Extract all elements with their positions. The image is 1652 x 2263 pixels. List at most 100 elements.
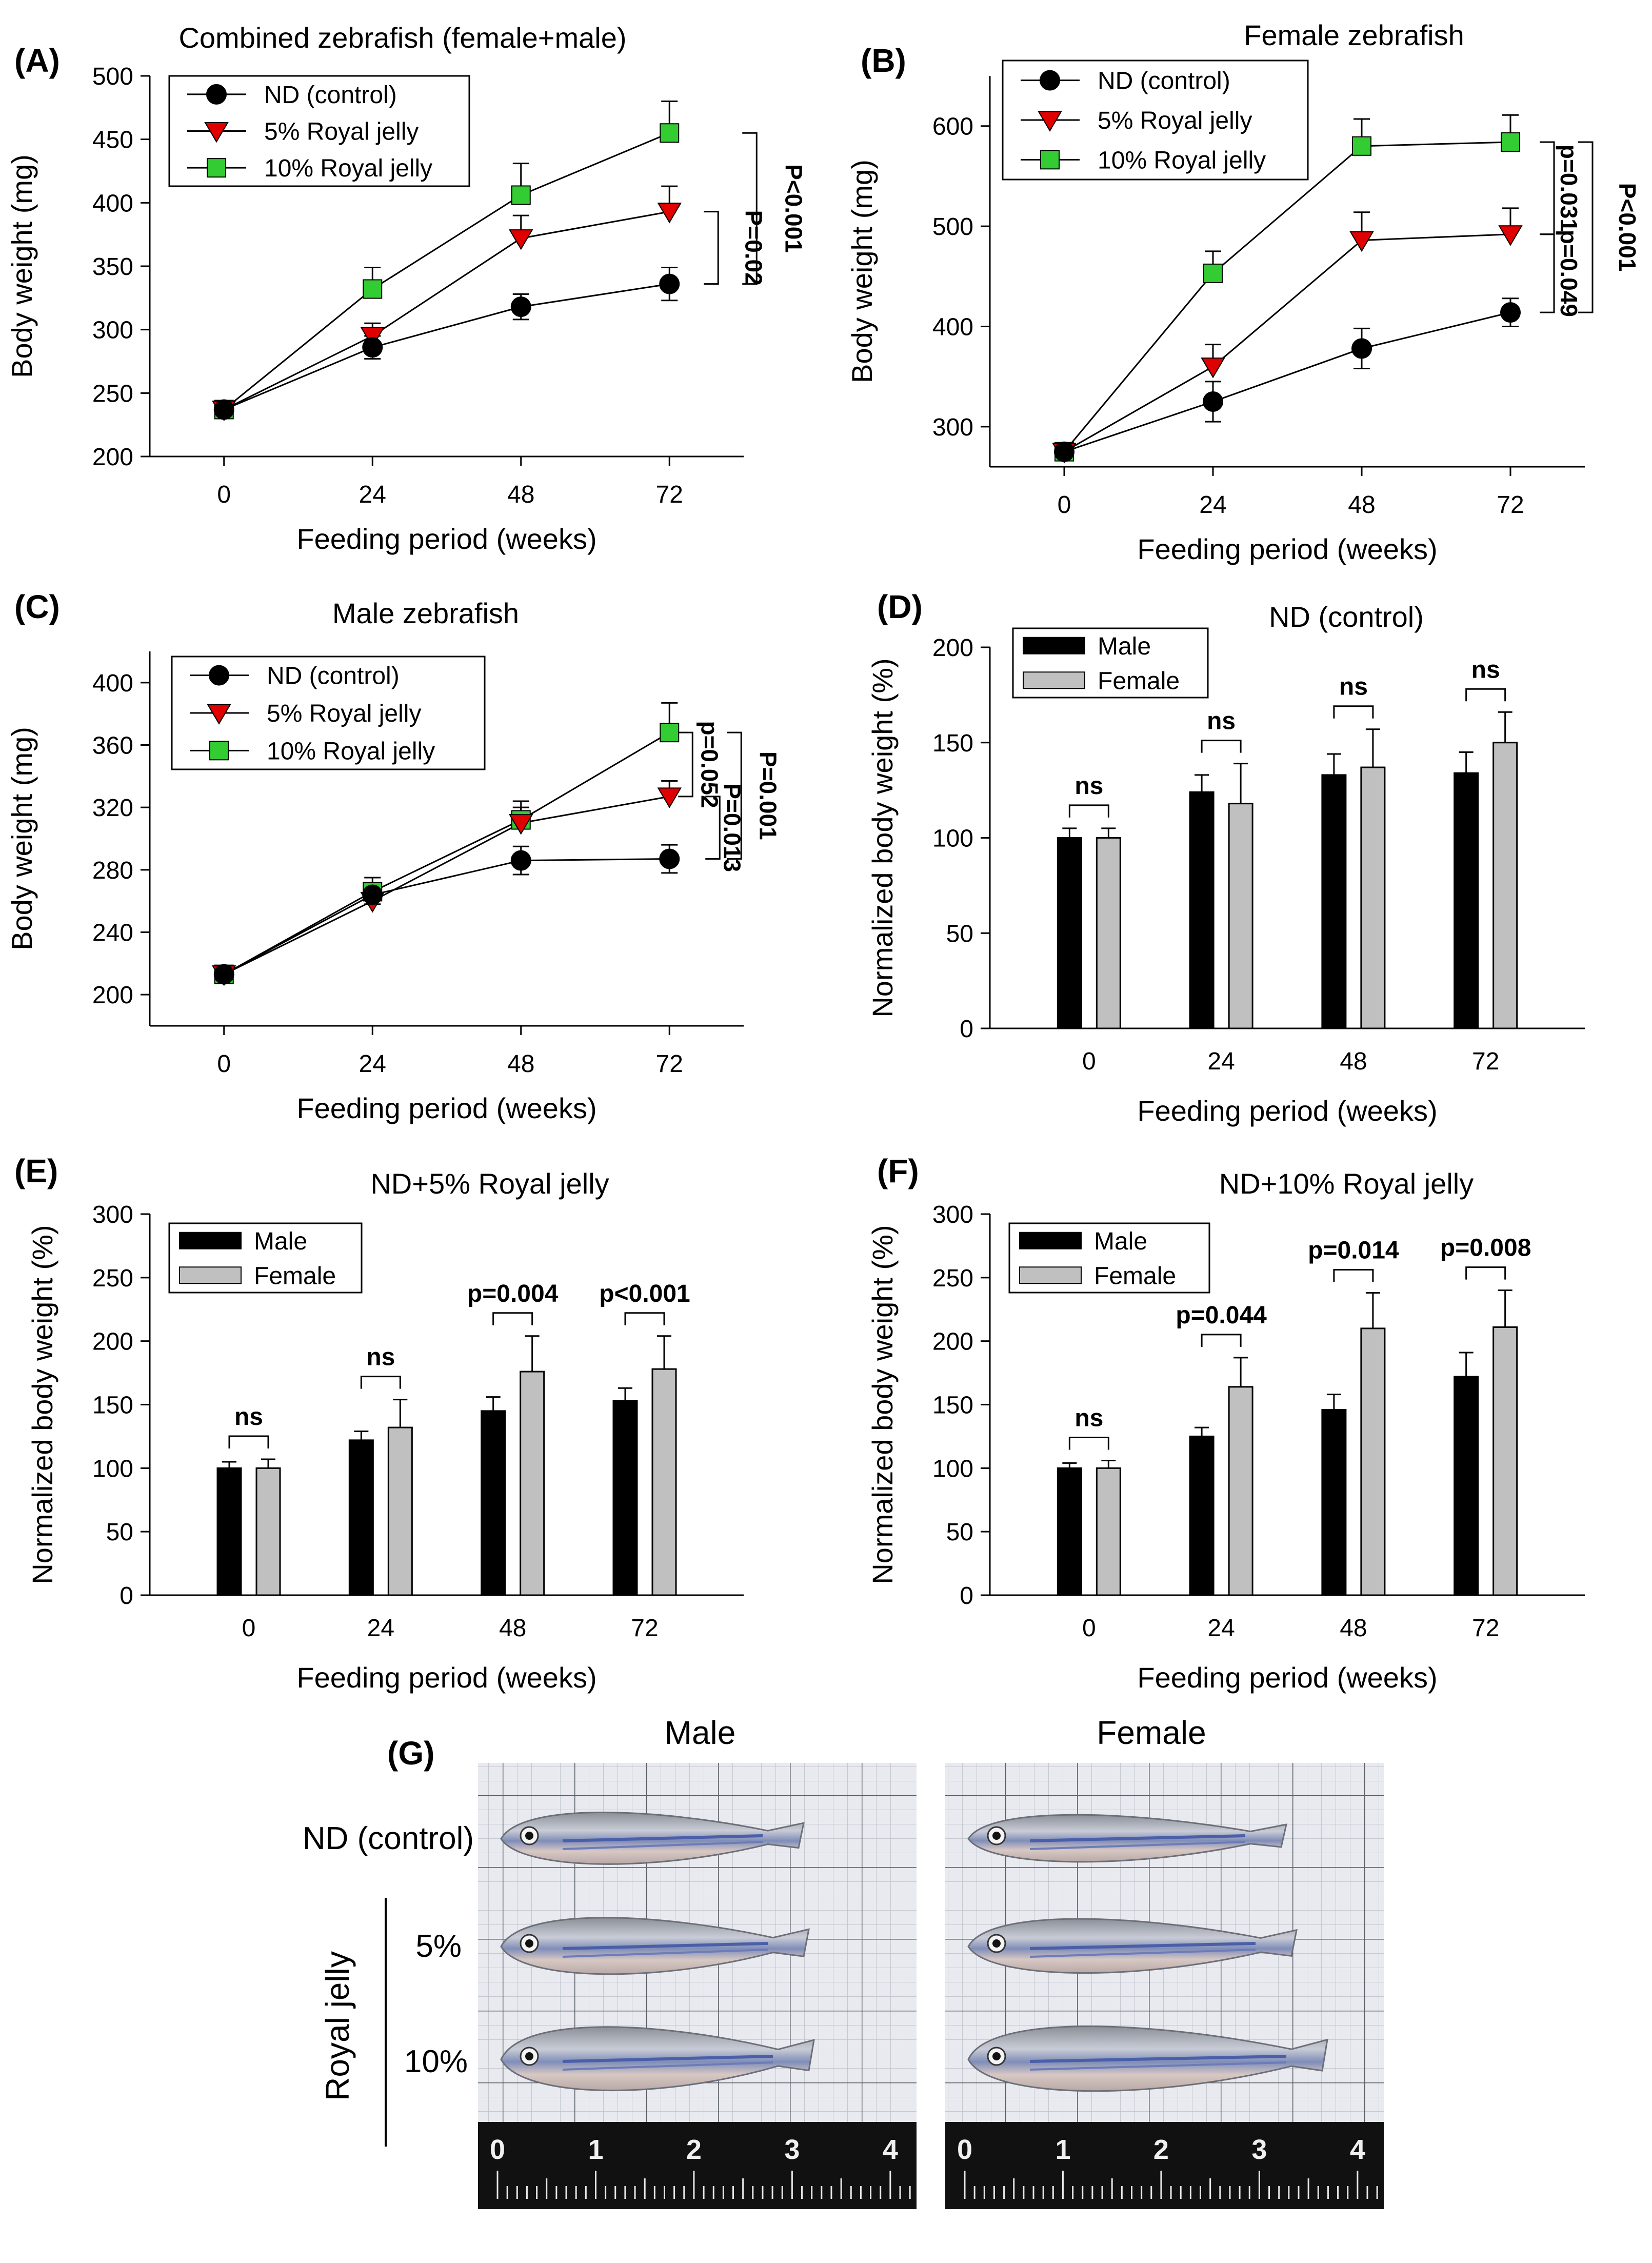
panel-label: (F)	[877, 1153, 919, 1189]
fish-stripe	[1029, 1834, 1246, 1842]
legend-marker	[1038, 111, 1062, 132]
bar	[1057, 837, 1082, 1029]
y-tick-label: 150	[92, 1392, 133, 1419]
y-tick-label: 50	[946, 920, 973, 947]
x-tick-label: 24	[359, 481, 386, 508]
fish-stripe	[1029, 1841, 1246, 1850]
bar	[1096, 1467, 1121, 1596]
legend-label: Male	[254, 1228, 307, 1255]
legend-label: ND (control)	[1098, 68, 1230, 95]
x-tick-label: 72	[1472, 1615, 1499, 1642]
ruler-label: 2	[686, 2134, 702, 2165]
significance-bracket	[1578, 141, 1594, 313]
x-tick-label: 72	[656, 1050, 683, 1078]
fish-pupil	[992, 2052, 1001, 2060]
y-axis-label: Normalized body weight (%)	[26, 1225, 58, 1584]
chart-title: ND+10% Royal jelly	[1219, 1167, 1474, 1200]
significance-bracket	[1540, 141, 1555, 235]
y-tick-label: 250	[932, 1265, 973, 1292]
bar	[255, 1467, 281, 1596]
significance-label: ns	[366, 1344, 395, 1371]
ruler-label: 4	[883, 2134, 898, 2165]
column-label: Female	[1097, 1714, 1206, 1751]
x-tick-label: 48	[1348, 491, 1375, 519]
legend-swatch	[1019, 1266, 1082, 1284]
significance-bracket	[1068, 804, 1109, 818]
data-point	[1500, 302, 1521, 323]
panel-label: (B)	[861, 42, 906, 79]
bar	[1189, 1435, 1215, 1596]
significance-bracket	[705, 796, 721, 860]
y-tick-label: 200	[92, 1328, 133, 1356]
data-point	[509, 814, 533, 835]
data-point	[1351, 338, 1372, 359]
y-tick-label: 250	[92, 380, 133, 407]
significance-label: ns	[1074, 772, 1103, 800]
bar	[1454, 772, 1479, 1029]
x-tick-label: 0	[217, 481, 231, 508]
legend-marker	[207, 704, 231, 725]
data-point	[659, 848, 680, 869]
chart-title: ND+5% Royal jelly	[370, 1167, 609, 1200]
data-point	[1352, 136, 1371, 156]
significance-bracket	[704, 211, 719, 285]
zebrafish	[500, 1917, 810, 1975]
bar	[1096, 837, 1121, 1029]
legend-marker	[207, 158, 226, 178]
y-tick-label: 250	[92, 1265, 133, 1292]
row-label: 10%	[404, 2044, 468, 2079]
x-tick-label: 72	[1472, 1048, 1499, 1075]
zebrafish	[967, 1814, 1287, 1863]
bar	[651, 1368, 677, 1596]
fish-stripe	[562, 1942, 768, 1950]
series-line	[1064, 311, 1511, 453]
y-tick-label: 280	[92, 857, 133, 884]
significance-label: ns	[1207, 708, 1236, 735]
legend-label: 5% Royal jelly	[267, 700, 421, 727]
significance-bracket	[742, 132, 758, 285]
legend-swatch	[1019, 1232, 1082, 1249]
y-tick-label: 200	[932, 1328, 973, 1356]
significance-label: P=0.001	[754, 751, 781, 840]
legend-label: Female	[1098, 667, 1180, 694]
photo-female: 0 1 2 3 4	[945, 1763, 1384, 2209]
legend-label: Female	[254, 1262, 336, 1289]
data-point	[660, 123, 680, 143]
x-tick-label: 72	[1497, 491, 1524, 519]
legend-label: Male	[1098, 633, 1151, 660]
y-tick-label: 360	[92, 732, 133, 760]
x-tick-label: 48	[507, 1050, 534, 1078]
data-point	[1201, 358, 1225, 379]
significance-label: ns	[1471, 656, 1500, 683]
fish-pupil	[525, 1939, 533, 1948]
ruler-label: 4	[1350, 2134, 1365, 2165]
line-chart-2: (C) Male zebrafish Body weight (mg) Feeding…	[6, 588, 781, 1124]
bar	[1321, 1408, 1347, 1596]
significance-bracket	[1201, 740, 1242, 753]
bar	[348, 1439, 374, 1596]
chart-title: Combined zebrafish (female+male)	[178, 22, 626, 54]
legend-marker	[1040, 70, 1060, 91]
y-tick-label: 100	[92, 1455, 133, 1482]
series-line	[224, 283, 670, 410]
data-point	[510, 296, 531, 317]
series-line	[223, 132, 670, 410]
bar	[1321, 774, 1347, 1029]
bar	[216, 1467, 242, 1596]
panel-label: (G)	[387, 1735, 434, 1772]
series-line	[1063, 141, 1511, 452]
significance-label: p=0.049	[1556, 230, 1582, 317]
significance-label: ns	[234, 1403, 263, 1431]
legend-marker	[209, 665, 229, 686]
y-tick-label: 400	[92, 190, 133, 217]
series-line	[224, 796, 670, 975]
fish-stripe	[1029, 2055, 1287, 2063]
fish-pupil	[992, 1939, 1001, 1948]
fish-stripe	[562, 1841, 763, 1850]
data-point	[657, 787, 682, 808]
x-tick-label: 48	[1340, 1615, 1367, 1642]
bar	[1454, 1376, 1479, 1596]
series-line	[1064, 233, 1511, 452]
x-tick-label: 24	[1207, 1615, 1235, 1642]
